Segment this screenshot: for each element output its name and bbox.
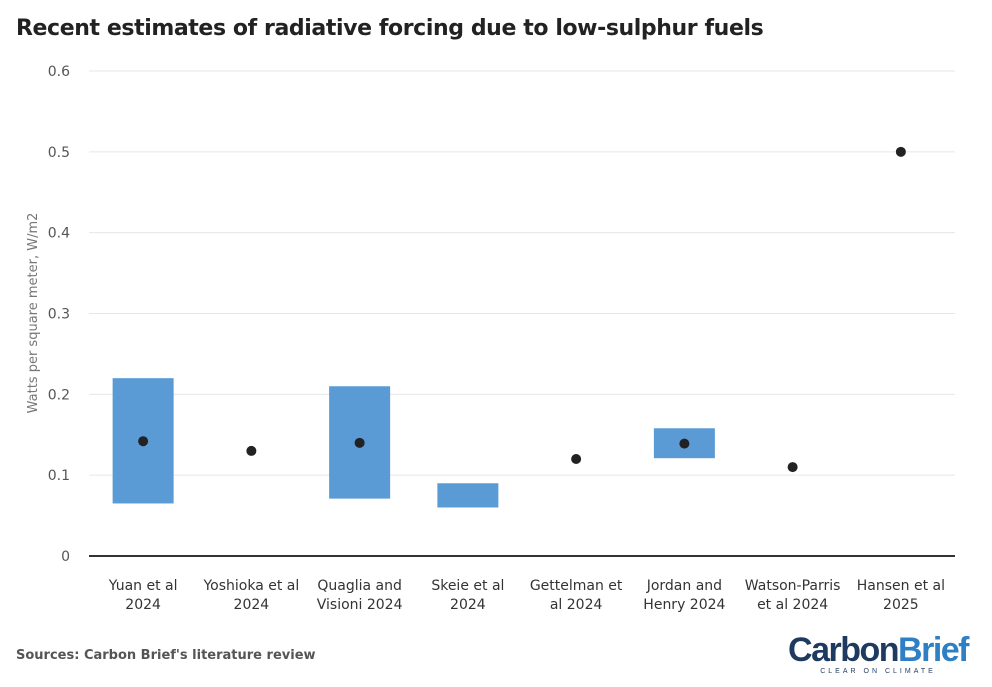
x-tick-label-line: 2025 [883,597,919,613]
central-estimate-point [787,462,798,473]
range-bar [437,483,499,508]
y-tick-label: 0.5 [48,145,70,161]
y-tick-label: 0.3 [48,307,70,323]
x-tick-label-line: Watson-Parris [745,578,841,594]
carbon-brief-logo: CarbonBrief CLEAR ON CLIMATE [788,631,969,675]
x-tick-label-line: Quaglia and [317,578,402,594]
gridlines [89,70,955,476]
central-estimate-point [571,454,582,464]
x-tick-label-line: 2024 [125,597,161,613]
x-tick-label: Watson-Parris et al 2024 [745,578,841,613]
x-tick-label-line: Visioni 2024 [317,597,403,613]
y-axis-label: Watts per square meter, W/m2 [26,213,41,414]
source-note: Sources: Carbon Brief's literature revie… [16,648,316,663]
central-estimate-point [895,146,906,157]
central-estimate-point [354,437,365,448]
central-estimates [138,146,906,473]
y-axis-ticks: 0 0.1 0.2 0.3 0.4 0.5 0.6 [48,64,70,565]
central-estimate-point [679,438,690,449]
x-tick-label-line: Yoshioka et al [202,578,299,594]
x-tick-label: Skeie et al 2024 [431,578,504,613]
x-tick-label-line: Jordan and [646,578,722,594]
x-tick-label-line: 2024 [234,597,270,613]
y-tick-label: 0.6 [48,64,70,80]
chart-title: Recent estimates of radiative forcing du… [16,16,764,41]
y-tick-label: 0.4 [48,226,70,242]
x-tick-label: Gettelman et al 2024 [530,578,623,613]
x-tick-label-line: 2024 [450,597,486,613]
x-tick-label: Hansen et al 2025 [857,578,945,613]
x-tick-label-line: Yuan et al [108,578,178,594]
x-axis-ticks: Yuan et al 2024 Yoshioka et al 2024 Quaglia … [108,578,945,613]
x-tick-label-line: et al 2024 [757,597,828,613]
x-tick-label-line: Henry 2024 [643,597,725,613]
x-tick-label: Yuan et al 2024 [108,578,178,613]
x-tick-label-line: Gettelman et [530,578,623,594]
y-tick-label: 0 [61,549,70,565]
range-bars [112,378,715,508]
y-tick-label: 0.2 [48,387,70,403]
central-estimate-point [138,436,149,447]
y-tick-label: 0.1 [48,468,70,484]
x-tick-label-line: Skeie et al [431,578,504,594]
x-tick-label-line: Hansen et al [857,578,945,594]
x-tick-label: Quaglia and Visioni 2024 [317,578,403,613]
x-tick-label: Yoshioka et al 2024 [202,578,299,613]
x-tick-label: Jordan and Henry 2024 [643,578,725,613]
central-estimate-point [246,445,257,456]
x-tick-label-line: al 2024 [550,597,603,613]
